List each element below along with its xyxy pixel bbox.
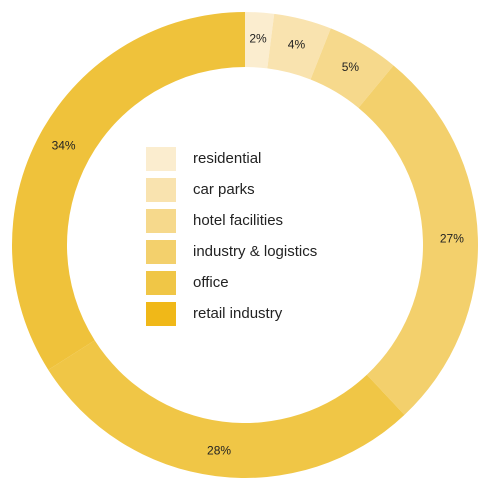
- legend-label-residential: residential: [193, 150, 262, 167]
- legend-swatch-residential: [146, 146, 176, 171]
- slice-labels: 2% 4% 5% 27% 28% 34%: [52, 31, 465, 457]
- legend-swatch-hotel-facilities: [146, 208, 176, 233]
- legend-item-car-parks[interactable]: car parks: [146, 174, 317, 205]
- legend-item-office[interactable]: office: [146, 267, 317, 298]
- slice-label-industry-logistics: 27%: [440, 231, 464, 245]
- slice-car-parks[interactable]: [267, 13, 331, 80]
- legend-swatch-office: [146, 270, 176, 295]
- legend-label-retail-industry: retail industry: [193, 305, 283, 322]
- slice-label-car-parks: 4%: [288, 38, 306, 52]
- slice-office[interactable]: [48, 340, 405, 479]
- legend-item-retail-industry[interactable]: retail industry: [146, 298, 317, 329]
- legend-label-hotel-facilities: hotel facilities: [193, 212, 284, 229]
- legend-swatch-car-parks: [146, 177, 176, 202]
- legend-swatch-retail-industry: [146, 301, 176, 326]
- legend: residential car parks hotel facilities i…: [146, 143, 317, 329]
- slice-label-hotel-facilities: 5%: [342, 60, 360, 74]
- legend-item-industry-logistics[interactable]: industry & logistics: [146, 236, 317, 267]
- slice-industry-logistics[interactable]: [358, 65, 478, 415]
- donut-slices: [11, 12, 478, 479]
- slice-label-office: 28%: [207, 443, 231, 457]
- slice-hotel-facilities[interactable]: [310, 28, 394, 108]
- slice-label-residential: 2%: [249, 31, 267, 45]
- legend-label-industry-logistics: industry & logistics: [193, 243, 318, 260]
- legend-swatch-industry-logistics: [146, 239, 176, 264]
- legend-item-hotel-facilities[interactable]: hotel facilities: [146, 205, 317, 236]
- legend-item-residential[interactable]: residential: [146, 143, 317, 174]
- slice-label-retail-industry: 34%: [52, 138, 76, 152]
- legend-label-car-parks: car parks: [193, 181, 255, 198]
- slice-retail-industry[interactable]: [11, 12, 245, 370]
- slice-residential[interactable]: [245, 12, 275, 69]
- legend-label-office: office: [193, 274, 229, 291]
